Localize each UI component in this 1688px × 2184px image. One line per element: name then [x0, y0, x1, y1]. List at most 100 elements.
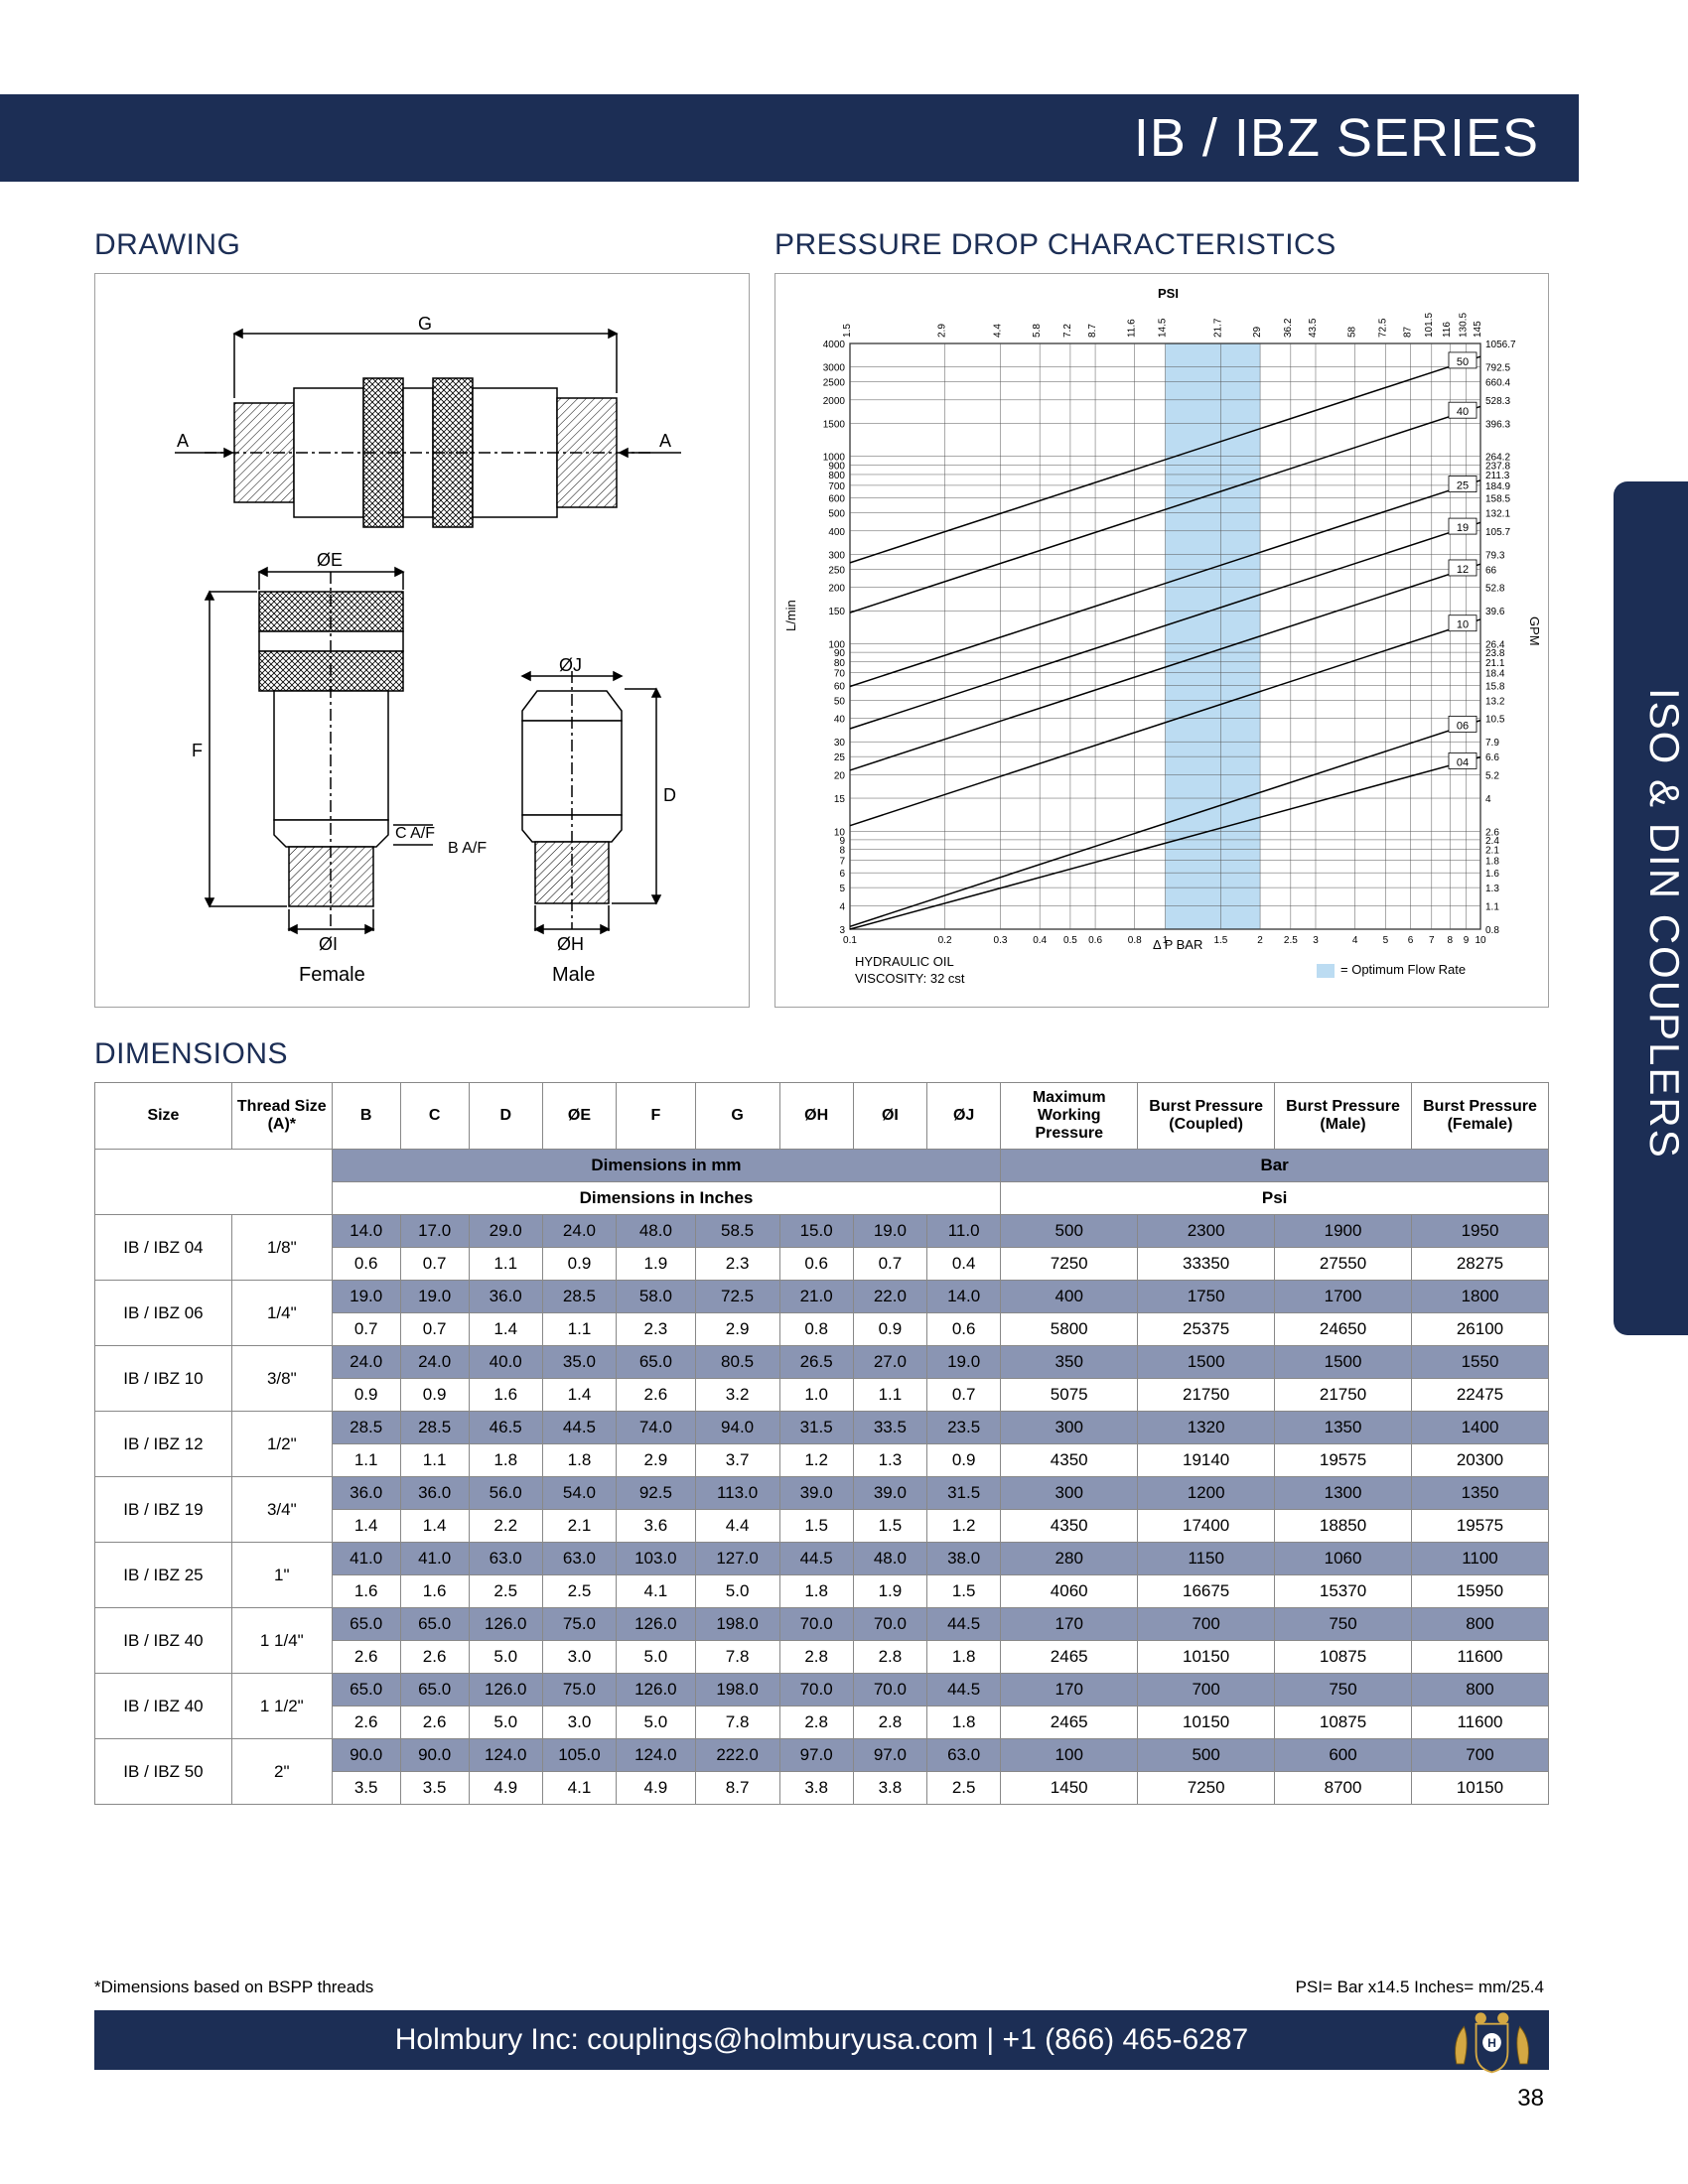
psi-axis-label: PSI — [1158, 286, 1179, 301]
table-cell: 1100 — [1411, 1543, 1548, 1575]
table-cell: 0.9 — [853, 1313, 926, 1346]
table-cell: 4.4 — [695, 1510, 779, 1543]
table-cell: 5.0 — [469, 1706, 542, 1739]
table-cell: 1950 — [1411, 1215, 1548, 1248]
svg-text:8: 8 — [839, 846, 845, 857]
col-header: Maximum Working Pressure — [1001, 1083, 1138, 1150]
svg-text:528.3: 528.3 — [1485, 396, 1510, 407]
table-cell: 2.8 — [779, 1641, 853, 1674]
svg-text:14.5: 14.5 — [1158, 318, 1169, 338]
table-cell: 1.1 — [332, 1444, 400, 1477]
svg-text:5: 5 — [839, 884, 845, 894]
size-cell: IB / IBZ 50 — [95, 1739, 232, 1805]
svg-text:130.5: 130.5 — [1458, 313, 1469, 338]
table-cell: 21750 — [1138, 1379, 1275, 1412]
table-cell: 124.0 — [617, 1739, 696, 1772]
table-cell: 11600 — [1411, 1706, 1548, 1739]
svg-text:87: 87 — [1403, 326, 1414, 338]
svg-text:250: 250 — [828, 565, 845, 576]
drawing-panel: G A A ØE ØJ F D C A/F B A/F ØI ØH Female… — [94, 273, 750, 1008]
table-cell: 1550 — [1411, 1346, 1548, 1379]
svg-text:52.8: 52.8 — [1485, 584, 1505, 595]
col-header: ØH — [779, 1083, 853, 1150]
svg-text:72.5: 72.5 — [1377, 318, 1388, 338]
table-cell: 2.9 — [617, 1444, 696, 1477]
svg-text:21.7: 21.7 — [1212, 318, 1223, 338]
table-cell: 1.5 — [853, 1510, 926, 1543]
svg-text:19: 19 — [1457, 522, 1469, 534]
table-cell: 28.5 — [542, 1281, 616, 1313]
svg-text:700: 700 — [828, 481, 845, 492]
table-cell: 15950 — [1411, 1575, 1548, 1608]
thread-cell: 1/8" — [231, 1215, 332, 1281]
table-cell: 26.5 — [779, 1346, 853, 1379]
svg-text:5.8: 5.8 — [1032, 324, 1043, 338]
table-cell: 1350 — [1275, 1412, 1412, 1444]
table-cell: 70.0 — [853, 1608, 926, 1641]
table-cell: 1.6 — [469, 1379, 542, 1412]
table-cell: 21.0 — [779, 1281, 853, 1313]
svg-text:10: 10 — [1457, 619, 1469, 631]
svg-text:600: 600 — [828, 494, 845, 505]
table-cell: 1060 — [1275, 1543, 1412, 1575]
thread-cell: 1" — [231, 1543, 332, 1608]
thread-cell: 1 1/2" — [231, 1674, 332, 1739]
table-cell: 1.4 — [469, 1313, 542, 1346]
company-crest-icon: H — [1445, 2003, 1539, 2078]
table-cell: 2300 — [1138, 1215, 1275, 1248]
svg-text:660.4: 660.4 — [1485, 378, 1510, 389]
svg-text:158.5: 158.5 — [1485, 494, 1510, 505]
table-cell: 41.0 — [400, 1543, 469, 1575]
svg-text:116: 116 — [1442, 322, 1453, 338]
table-cell: 0.9 — [400, 1379, 469, 1412]
table-cell: 19.0 — [400, 1281, 469, 1313]
table-cell: 38.0 — [927, 1543, 1001, 1575]
table-cell: 44.5 — [927, 1674, 1001, 1706]
svg-text:1.8: 1.8 — [1485, 857, 1499, 868]
table-cell: 58.0 — [617, 1281, 696, 1313]
svg-text:2: 2 — [1257, 935, 1263, 946]
svg-text:1.6: 1.6 — [1485, 869, 1499, 880]
table-cell: 11600 — [1411, 1641, 1548, 1674]
table-cell: 2.8 — [779, 1706, 853, 1739]
table-cell: 4.1 — [542, 1772, 616, 1805]
svg-text:4000: 4000 — [823, 340, 846, 350]
table-cell: 15370 — [1275, 1575, 1412, 1608]
table-cell: 2.3 — [695, 1248, 779, 1281]
table-cell: 1200 — [1138, 1477, 1275, 1510]
col-header: Thread Size (A)* — [231, 1083, 332, 1150]
table-cell: 105.0 — [542, 1739, 616, 1772]
size-cell: IB / IBZ 12 — [95, 1412, 232, 1477]
table-cell: 2.6 — [332, 1641, 400, 1674]
table-cell: 31.5 — [779, 1412, 853, 1444]
table-cell: 2.6 — [400, 1706, 469, 1739]
svg-text:4: 4 — [1485, 794, 1491, 805]
svg-text:13.2: 13.2 — [1485, 696, 1505, 707]
table-cell: 1.4 — [542, 1379, 616, 1412]
table-cell: 1450 — [1001, 1772, 1138, 1805]
svg-text:2000: 2000 — [823, 396, 846, 407]
table-cell: 3.0 — [542, 1641, 616, 1674]
table-cell: 2465 — [1001, 1706, 1138, 1739]
table-cell: 31.5 — [927, 1477, 1001, 1510]
col-header: Size — [95, 1083, 232, 1150]
table-cell: 2.6 — [332, 1706, 400, 1739]
table-cell: 3.6 — [617, 1510, 696, 1543]
svg-text:150: 150 — [828, 607, 845, 617]
table-cell: 94.0 — [695, 1412, 779, 1444]
thread-cell: 3/4" — [231, 1477, 332, 1543]
table-cell: 5.0 — [695, 1575, 779, 1608]
svg-text:60: 60 — [834, 681, 846, 692]
table-cell: 75.0 — [542, 1608, 616, 1641]
table-cell: 1.2 — [779, 1444, 853, 1477]
table-cell: 20300 — [1411, 1444, 1548, 1477]
svg-text:132.1: 132.1 — [1485, 509, 1510, 520]
table-cell: 280 — [1001, 1543, 1138, 1575]
table-cell: 35.0 — [542, 1346, 616, 1379]
table-cell: 18850 — [1275, 1510, 1412, 1543]
table-cell: 1150 — [1138, 1543, 1275, 1575]
svg-text:0.3: 0.3 — [994, 935, 1008, 946]
svg-text:36.2: 36.2 — [1283, 318, 1294, 338]
table-cell: 170 — [1001, 1674, 1138, 1706]
table-cell: 1.1 — [400, 1444, 469, 1477]
